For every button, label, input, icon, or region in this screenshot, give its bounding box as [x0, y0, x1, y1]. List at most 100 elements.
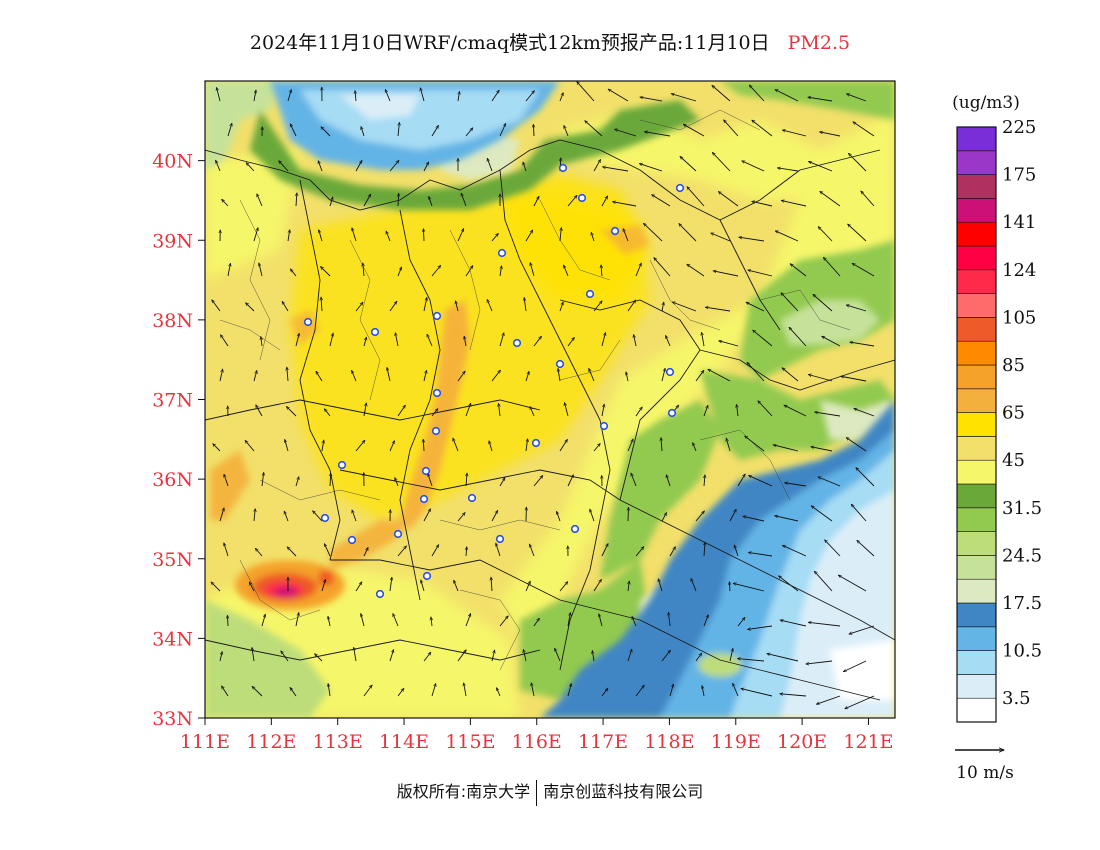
wind-arrow	[856, 468, 875, 487]
wind-arrow	[500, 266, 502, 277]
city-marker	[431, 426, 441, 436]
wind-arrow	[781, 293, 799, 312]
colorbar-label: 45	[1002, 450, 1025, 471]
wind-arrow	[758, 401, 773, 417]
wind-arrow	[227, 123, 232, 137]
wind-arrow	[789, 327, 807, 347]
city-marker	[585, 289, 595, 299]
wind-arrow	[746, 301, 765, 312]
wind-arrow	[654, 258, 671, 277]
wind-arrow	[559, 93, 563, 102]
longitude-labels: 111E 112E 113E 114E 115E 116E 117E 118E 119E 120E…	[180, 731, 894, 753]
wind-arrow	[287, 90, 291, 102]
wind-arrow	[395, 333, 399, 347]
wind-arrow	[255, 548, 263, 557]
wind-arrow	[389, 301, 397, 312]
wind-arrow	[313, 511, 323, 522]
lon-label: 112E	[246, 731, 296, 753]
wind-arrow	[431, 265, 441, 277]
wind-arrow	[320, 267, 331, 277]
wind-arrow	[431, 125, 439, 137]
wind-arrow	[487, 158, 493, 172]
wind-arrow	[211, 582, 221, 592]
colorbar-swatch	[956, 507, 997, 532]
wind-arrow	[711, 232, 731, 242]
wind-arrow	[397, 267, 402, 277]
city-marker	[370, 327, 380, 337]
wind-arrow	[808, 622, 841, 627]
lat-label: 34N	[152, 628, 193, 650]
footer-separator	[536, 779, 538, 806]
wind-arrow	[704, 475, 705, 487]
wind-arrow	[321, 440, 324, 452]
wind-arrow	[848, 224, 867, 242]
wind-arrow	[601, 404, 604, 417]
wind-arrow	[363, 194, 372, 207]
wind-arrow	[815, 412, 841, 417]
wind-arrow	[818, 476, 841, 487]
wind-arrow	[252, 647, 255, 662]
wind-arrow	[423, 439, 424, 452]
wind-arrow	[352, 228, 357, 242]
wind-arrow	[662, 302, 664, 312]
wind-arrow	[703, 405, 708, 417]
colorbar-label: 175	[1002, 165, 1036, 186]
wind-arrow	[702, 686, 705, 697]
wind-arrow	[213, 444, 221, 452]
wind-arrow	[627, 439, 634, 452]
wind-arrow	[289, 124, 297, 137]
wind-arrow	[588, 368, 595, 382]
wind-arrow	[389, 441, 395, 452]
wind-arrow	[695, 653, 702, 662]
wind-arrow	[705, 307, 731, 312]
wind-arrow	[669, 547, 676, 557]
lat-label: 36N	[152, 469, 193, 491]
colorbar-labels: 3.5 10.5 17.5 24.5 31.5 45 65 85 105 124 141 175 225	[1002, 117, 1042, 709]
lat-label: 38N	[152, 310, 193, 332]
wind-arrow	[661, 438, 662, 452]
wind-arrow	[363, 337, 366, 347]
lon-label: 116E	[512, 731, 562, 753]
city-marker	[512, 338, 522, 348]
wind-arrow	[848, 153, 867, 172]
wind-arrow	[775, 230, 799, 242]
wind-arrow	[296, 193, 297, 207]
wind-arrow	[749, 475, 773, 487]
wind-arrow	[261, 472, 264, 487]
wind-arrow	[392, 613, 399, 627]
wind-arrow	[782, 130, 807, 137]
city-marker	[531, 438, 541, 448]
wind-arrow	[658, 579, 663, 592]
wind-arrow	[782, 368, 799, 382]
wind-arrow	[602, 167, 629, 172]
city-marker	[675, 183, 685, 193]
wind-arrow	[285, 439, 289, 452]
wind-arrow	[529, 544, 535, 557]
wind-arrow	[781, 200, 807, 207]
wind-arrow	[808, 160, 833, 172]
wind-arrow	[554, 648, 561, 662]
wind-arrow	[323, 544, 331, 557]
wind-arrow	[255, 405, 263, 417]
wind-arrow	[627, 300, 636, 312]
wind-arrow	[628, 581, 629, 592]
wind-arrow	[499, 478, 506, 487]
wind-arrow	[253, 90, 256, 102]
wind-arrow	[281, 301, 289, 312]
wind-arrow	[321, 127, 331, 137]
wind-arrow	[585, 121, 603, 137]
wind-arrow	[219, 369, 223, 382]
city-marker	[610, 226, 620, 236]
wind-arrow	[567, 337, 574, 347]
colorbar-swatch	[956, 436, 997, 461]
lon-label: 120E	[777, 731, 827, 753]
wind-arrow	[785, 483, 807, 487]
wind-arrow	[825, 540, 841, 557]
wind-arrow	[248, 582, 255, 592]
colorbar-label: 10.5	[1002, 641, 1042, 662]
wind-arrow	[612, 202, 637, 207]
wind-vectors	[211, 82, 875, 710]
colorbar-swatch	[956, 483, 997, 509]
copyright-text: 版权所有:南京大学	[396, 782, 531, 801]
